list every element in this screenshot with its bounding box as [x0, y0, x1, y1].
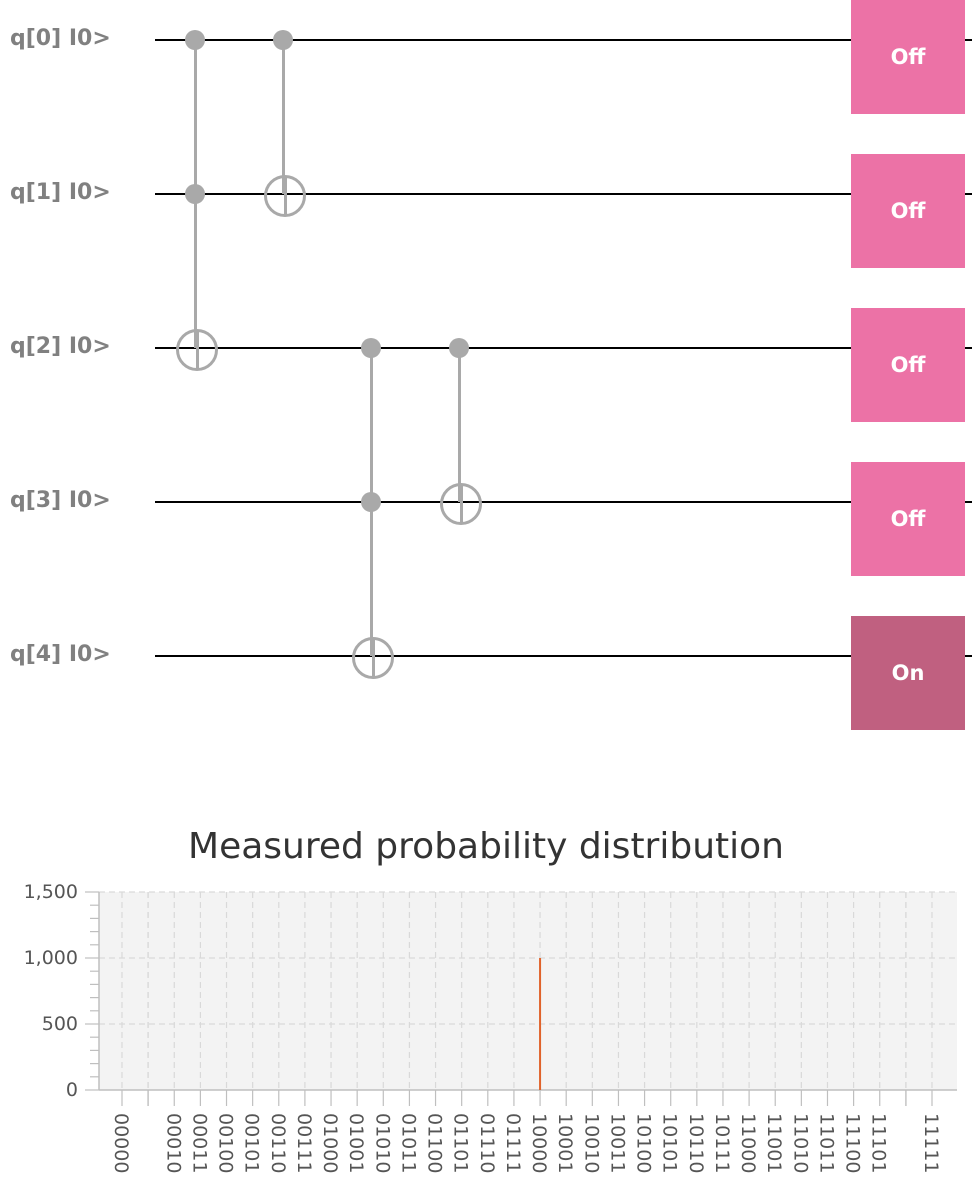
x-tick-label: 01010	[371, 1113, 393, 1173]
gate-0-control-dot[interactable]	[185, 184, 205, 204]
x-tick-label: 00010	[162, 1113, 184, 1173]
x-tick-label: 00011	[188, 1113, 210, 1173]
chart-title: Measured probability distribution	[188, 826, 784, 867]
gate-2-control-dot[interactable]	[361, 492, 381, 512]
measurement-toggle-1[interactable]: Off	[851, 154, 965, 268]
qubit-label-3: q[3] I0>	[10, 488, 111, 513]
gate-2-control-dot[interactable]	[361, 338, 381, 358]
gate-1-connector	[282, 40, 285, 194]
qubit-label-0: q[0] I0>	[10, 26, 111, 51]
x-tick-label: 00000	[110, 1113, 132, 1173]
y-tick-label: 0	[66, 1079, 78, 1101]
x-tick-label: 01000	[319, 1113, 341, 1173]
gate-2-target-circle[interactable]	[352, 637, 394, 679]
x-tick-label: 01110	[476, 1113, 498, 1173]
measurement-toggle-3[interactable]: Off	[851, 462, 965, 576]
measurement-toggle-0[interactable]: Off	[851, 0, 965, 114]
x-tick-label: 10011	[606, 1113, 628, 1173]
x-tick-label: 10001	[554, 1113, 576, 1173]
plot-area	[99, 892, 957, 1090]
gate-1-target-circle[interactable]	[264, 175, 306, 217]
x-tick-label: 01100	[424, 1113, 446, 1173]
y-tick-label: 1,000	[24, 947, 78, 969]
gate-3-control-dot[interactable]	[449, 338, 469, 358]
x-tick-label: 11001	[763, 1113, 785, 1173]
bar-10000	[539, 958, 542, 1090]
x-tick-label: 11100	[842, 1113, 864, 1173]
gate-1-control-dot[interactable]	[273, 30, 293, 50]
x-tick-label: 10100	[633, 1113, 655, 1173]
gate-0-control-dot[interactable]	[185, 30, 205, 50]
x-tick-label: 11010	[789, 1113, 811, 1173]
y-tick-label: 1,500	[24, 881, 78, 903]
gate-3-connector	[458, 348, 461, 502]
measurement-toggle-4[interactable]: On	[851, 616, 965, 730]
x-tick-label: 00100	[215, 1113, 237, 1173]
x-tick-label: 10110	[685, 1113, 707, 1173]
qubit-wire-4	[155, 655, 972, 657]
qubit-wire-2	[155, 347, 972, 349]
x-tick-label: 10111	[711, 1113, 733, 1173]
x-tick-label: 11011	[815, 1113, 837, 1173]
qubit-wire-3	[155, 501, 972, 503]
x-tick-label: 01011	[397, 1113, 419, 1173]
x-tick-label: 01001	[345, 1113, 367, 1173]
x-tick-label: 00101	[241, 1113, 263, 1173]
x-tick-label: 11111	[920, 1113, 942, 1173]
qubit-label-2: q[2] I0>	[10, 334, 111, 359]
gate-0-target-circle[interactable]	[176, 329, 218, 371]
y-tick-label: 500	[42, 1013, 78, 1035]
qubit-wire-0	[155, 39, 972, 41]
qubit-wire-1	[155, 193, 972, 195]
x-tick-label: 10010	[580, 1113, 602, 1173]
gate-3-target-circle[interactable]	[440, 483, 482, 525]
x-tick-label: 11000	[737, 1113, 759, 1173]
x-tick-label: 00110	[267, 1113, 289, 1173]
x-tick-label: 01101	[450, 1113, 472, 1173]
measurement-toggle-2[interactable]: Off	[851, 308, 965, 422]
x-tick-label: 10101	[659, 1113, 681, 1173]
qubit-label-4: q[4] I0>	[10, 642, 111, 667]
x-tick-label: 11101	[868, 1113, 890, 1173]
qubit-label-1: q[1] I0>	[10, 180, 111, 205]
x-tick-label: 10000	[528, 1113, 550, 1173]
x-tick-label: 01111	[502, 1113, 524, 1173]
x-tick-label: 00111	[293, 1113, 315, 1173]
